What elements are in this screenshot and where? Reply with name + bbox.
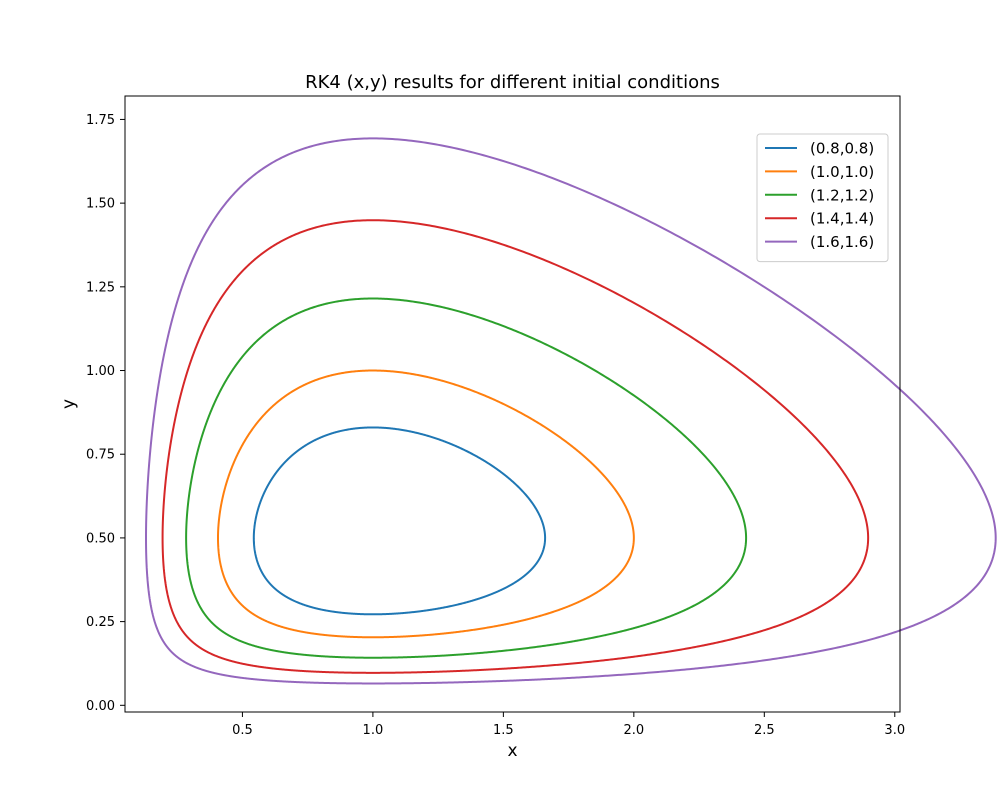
y-tick-label: 1.50: [86, 197, 115, 212]
x-tick-label: 1.0: [363, 723, 384, 738]
series-line-2: [216, 369, 635, 639]
plot-area: [124, 95, 997, 713]
legend-label: (0.8,0.8): [810, 140, 874, 158]
legend-label: (1.0,1.0): [810, 163, 874, 181]
x-tick-label: 0.5: [232, 723, 253, 738]
x-axis-label: x: [507, 741, 517, 761]
x-tick-label: 1.5: [493, 723, 514, 738]
y-axis-label: y: [59, 399, 79, 409]
y-axis-ticks: 0.00 0.25 0.50 0.75 1.00 1.25 1.50 1.75: [86, 113, 125, 714]
legend-label: (1.4,1.4): [810, 210, 874, 228]
x-tick-label: 2.0: [623, 723, 644, 738]
legend-box: [756, 133, 889, 263]
legend-label: (1.2,1.2): [810, 186, 874, 204]
y-tick-label: 1.75: [86, 113, 115, 128]
series-line-1: [252, 426, 547, 616]
chart-title: RK4 (x,y) results for different initial …: [305, 72, 720, 93]
axes-frame: [124, 95, 901, 713]
x-axis-ticks: 0.5 1.0 1.5 2.0 2.5 3.0: [232, 712, 905, 738]
y-tick-label: 1.25: [86, 280, 115, 295]
x-tick-label: 3.0: [884, 723, 905, 738]
y-tick-label: 0.50: [86, 531, 115, 546]
y-tick-label: 0.25: [86, 615, 115, 630]
series-line-4: [161, 219, 870, 674]
x-tick-label: 2.5: [754, 723, 775, 738]
series-line-5: [145, 137, 997, 685]
legend-label: (1.6,1.6): [810, 233, 874, 251]
legend: (0.8,0.8) (1.0,1.0) (1.2,1.2) (1.4,1.4) (1.6…: [756, 133, 889, 263]
y-tick-label: 0.00: [86, 699, 115, 714]
series-line-3: [185, 297, 748, 659]
y-tick-label: 0.75: [86, 448, 115, 463]
y-tick-label: 1.00: [86, 364, 115, 379]
